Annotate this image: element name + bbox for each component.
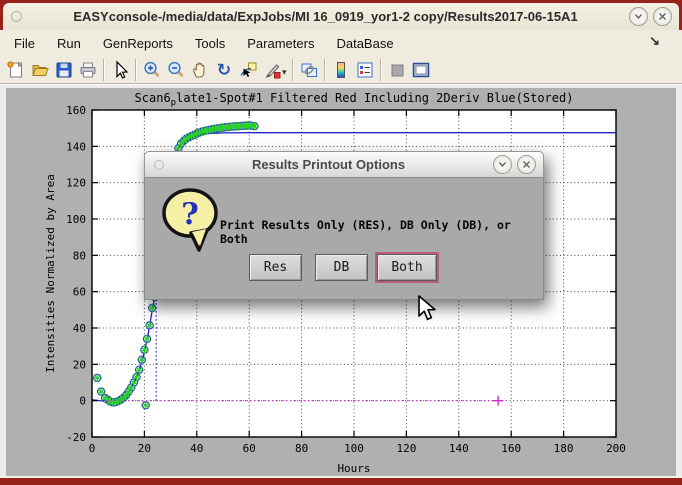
svg-text:120: 120 xyxy=(66,177,86,190)
svg-text:200: 200 xyxy=(606,442,626,455)
mouse-cursor xyxy=(418,295,436,321)
new-figure-icon xyxy=(7,60,23,77)
svg-text:Intensities Normalized by Area: Intensities Normalized by Area xyxy=(44,174,57,373)
dialog-close-button[interactable] xyxy=(517,155,536,174)
svg-text:80: 80 xyxy=(295,442,308,455)
toolbar-separator xyxy=(323,58,326,81)
toolbar-zoom-out-button[interactable] xyxy=(164,58,188,82)
svg-text:40: 40 xyxy=(73,322,86,335)
svg-text:Scan6plate1-Spot#1 Filtered Re: Scan6plate1-Spot#1 Filtered Red Includin… xyxy=(135,91,574,108)
toolbar-insert-legend-button[interactable] xyxy=(353,58,377,82)
titlebar-menu-icon[interactable] xyxy=(11,11,22,22)
zoom-out-icon xyxy=(168,61,184,77)
svg-text:160: 160 xyxy=(66,104,86,117)
svg-text:140: 140 xyxy=(66,140,86,153)
menu-item-genreports[interactable]: GenReports xyxy=(102,35,173,51)
svg-text:Hours: Hours xyxy=(337,462,370,475)
close-icon xyxy=(658,12,667,21)
res-button[interactable]: Res xyxy=(249,254,302,281)
svg-text:160: 160 xyxy=(501,442,521,455)
toolbar-link-plot-button[interactable] xyxy=(297,58,321,82)
svg-text:0: 0 xyxy=(89,442,96,455)
svg-text:-20: -20 xyxy=(66,431,86,444)
dialog-title-bar[interactable]: Results Printout Options xyxy=(144,151,544,178)
menu-item-parameters[interactable]: Parameters xyxy=(247,35,315,51)
svg-text:60: 60 xyxy=(73,286,86,299)
svg-text:60: 60 xyxy=(243,442,256,455)
svg-text:↻: ↻ xyxy=(217,60,231,80)
dialog-minimize-button[interactable] xyxy=(493,155,512,174)
save-figure-icon xyxy=(56,62,72,77)
menu-item-tools[interactable]: Tools xyxy=(194,35,226,51)
undock-arrow-icon[interactable]: ↘ xyxy=(649,33,660,48)
dialog-body: ? Print Results Only (RES), DB Only (DB)… xyxy=(144,178,544,321)
svg-text:180: 180 xyxy=(554,442,574,455)
pan-icon xyxy=(193,61,205,78)
svg-text:?: ? xyxy=(181,197,199,232)
data-cursor-icon xyxy=(240,62,257,77)
svg-text:20: 20 xyxy=(73,358,86,371)
toolbar-print-figure-button[interactable] xyxy=(76,58,100,82)
insert-colorbar-icon xyxy=(336,61,345,78)
show-plot-tools-icon xyxy=(412,62,429,77)
window-bottom-frame xyxy=(0,478,682,485)
dialog-title: Results Printout Options xyxy=(251,157,406,172)
dialog-menu-icon[interactable] xyxy=(154,159,164,170)
svg-text:40: 40 xyxy=(190,442,203,455)
db-button[interactable]: DB xyxy=(315,254,368,281)
svg-text:100: 100 xyxy=(344,442,364,455)
chevron-down-icon xyxy=(498,162,507,168)
toolbar-insert-colorbar-button[interactable] xyxy=(329,58,353,82)
svg-text:20: 20 xyxy=(138,442,151,455)
dialog-message: Print Results Only (RES), DB Only (DB), … xyxy=(220,218,511,246)
question-bubble-icon: ? xyxy=(162,188,218,252)
toolbar-new-figure-button[interactable] xyxy=(4,58,28,82)
toolbar-separator xyxy=(135,58,137,81)
chevron-down-icon xyxy=(634,14,643,20)
toolbar-brush-button[interactable] xyxy=(260,58,284,82)
svg-text:0: 0 xyxy=(79,395,86,408)
toolbar-show-plot-tools-button[interactable] xyxy=(409,58,433,82)
svg-text:100: 100 xyxy=(66,213,86,226)
both-button[interactable]: Both xyxy=(377,254,437,281)
close-icon xyxy=(522,160,531,169)
insert-legend-icon xyxy=(357,62,373,77)
zoom-in-icon xyxy=(144,61,160,77)
svg-text:120: 120 xyxy=(396,442,416,455)
menu-bar: File Run GenReports Tools Parameters DataBase… xyxy=(0,30,682,56)
minimize-button[interactable] xyxy=(629,7,648,26)
close-button[interactable] xyxy=(653,7,672,26)
toolbar-separator xyxy=(291,58,294,81)
menu-item-run[interactable]: Run xyxy=(56,35,81,51)
toolbar-rotate-3d-button[interactable]: ↻ xyxy=(212,58,236,82)
results-printout-dialog: Results Printout Options ? Print Results… xyxy=(144,151,544,321)
window-title: EASYconsole-/media/data/ExpJobs/MI 16_09… xyxy=(73,9,578,24)
svg-text:80: 80 xyxy=(73,249,86,262)
toolbar-hide-plot-tools-button[interactable] xyxy=(385,58,409,82)
brush-dropdown-arrow-icon[interactable]: ▾ xyxy=(282,67,287,77)
toolbar: ↻ ▾ xyxy=(0,56,682,84)
brush-icon xyxy=(265,63,281,78)
toolbar-data-cursor-button[interactable] xyxy=(236,58,260,82)
window-frame: EASYconsole-/media/data/ExpJobs/MI 16_09… xyxy=(0,0,682,30)
toolbar-pointer-button[interactable] xyxy=(108,58,132,82)
link-plot-icon xyxy=(301,63,317,77)
title-bar[interactable]: EASYconsole-/media/data/ExpJobs/MI 16_09… xyxy=(3,3,679,30)
menu-item-file[interactable]: File xyxy=(14,35,35,51)
hide-plot-tools-icon xyxy=(391,64,404,76)
rotate-3d-icon: ↻ xyxy=(217,60,231,80)
toolbar-separator xyxy=(379,58,382,81)
toolbar-separator xyxy=(103,58,105,81)
menu-item-database[interactable]: DataBase xyxy=(336,35,394,51)
toolbar-zoom-in-button[interactable] xyxy=(140,58,164,82)
pointer-icon xyxy=(116,60,129,79)
toolbar-save-figure-button[interactable] xyxy=(52,58,76,82)
open-file-icon xyxy=(32,64,49,76)
print-figure-icon xyxy=(80,62,96,77)
svg-text:140: 140 xyxy=(449,442,469,455)
window-bottom-line xyxy=(0,476,682,478)
toolbar-pan-button[interactable] xyxy=(188,58,212,82)
toolbar-open-file-button[interactable] xyxy=(28,58,52,82)
